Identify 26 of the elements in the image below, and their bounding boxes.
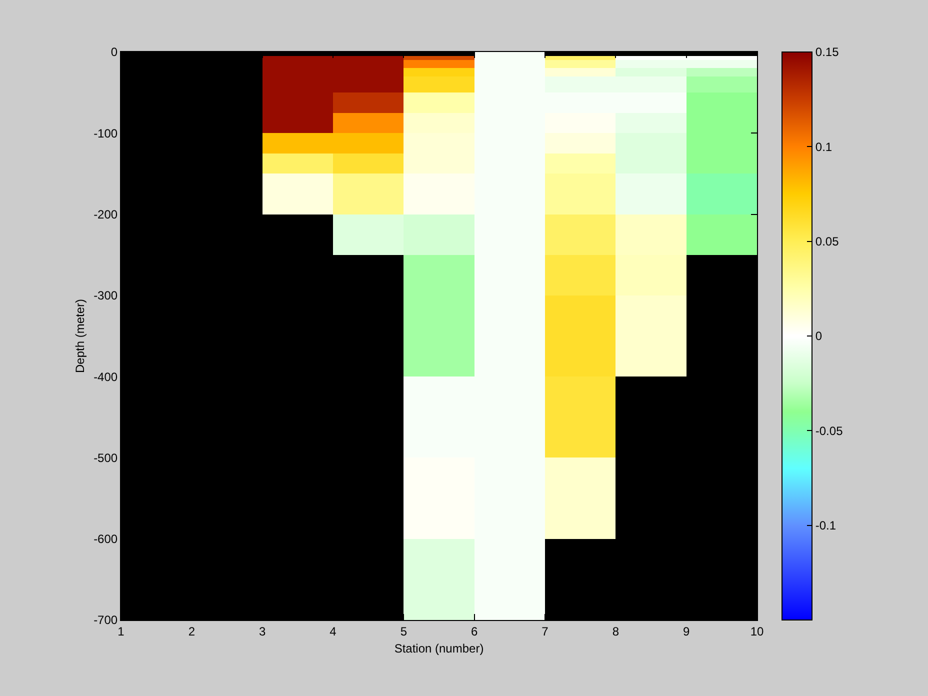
color-bar-label: 0 (815, 329, 822, 344)
color-bar-label: -0.05 (815, 424, 844, 438)
x-tick-label: 9 (682, 624, 690, 638)
x-tick-label: 2 (188, 624, 196, 638)
y-tick-label: -600 (94, 532, 118, 546)
x-tick-label: 7 (542, 624, 549, 638)
color-bar-label: -0.1 (815, 518, 836, 533)
x-axis-title: Station (number) (394, 641, 484, 656)
x-tick-label: 3 (258, 624, 266, 638)
color-bar-label: 0.15 (815, 45, 840, 60)
y-tick-label: -100 (94, 126, 118, 140)
x-tick-label: 8 (612, 624, 620, 638)
color-bar-label: 0.05 (815, 234, 840, 249)
y-tick-label: -700 (94, 613, 118, 628)
y-axis-title: Depth (meter) (72, 298, 87, 374)
y-tick-label: -200 (94, 207, 118, 222)
color-bar-label: 0.1 (815, 140, 832, 154)
x-tick-label: 10 (750, 624, 764, 638)
y-tick-label: -500 (94, 450, 118, 465)
x-tick-label: 6 (470, 624, 478, 638)
y-tick-label: -300 (94, 288, 118, 303)
x-tick-label: 5 (400, 624, 408, 638)
y-tick-label: -400 (94, 370, 118, 384)
y-tick-label: 0 (110, 45, 118, 60)
x-tick-label: 1 (118, 624, 125, 638)
x-tick-label: 4 (330, 624, 337, 638)
